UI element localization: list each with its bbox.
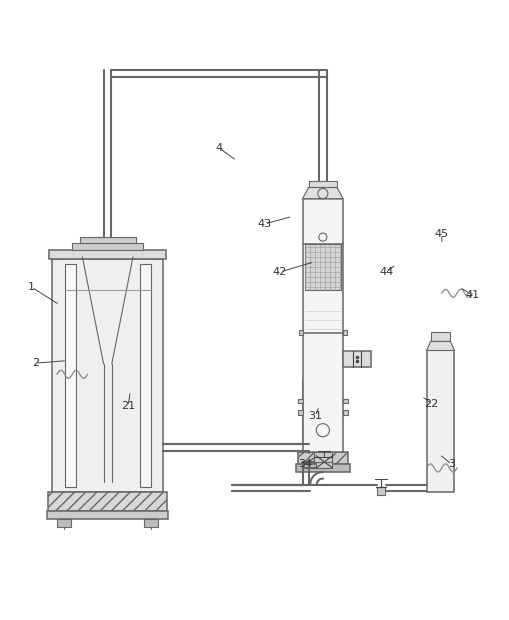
Bar	[377, 487, 385, 495]
Bar	[72, 243, 143, 250]
Polygon shape	[302, 187, 343, 198]
Text: 44: 44	[379, 267, 393, 277]
Bar	[343, 330, 347, 335]
Bar	[48, 492, 167, 512]
Text: 41: 41	[465, 290, 479, 300]
Text: 31: 31	[308, 411, 322, 422]
Text: 43: 43	[258, 219, 272, 229]
Bar	[47, 512, 168, 519]
Bar	[304, 244, 341, 290]
Bar	[57, 518, 71, 526]
Bar	[343, 410, 348, 415]
Text: 34: 34	[298, 459, 312, 469]
Bar	[316, 456, 332, 468]
Text: 3: 3	[448, 459, 456, 469]
Polygon shape	[427, 342, 455, 350]
Text: 22: 22	[425, 399, 439, 409]
Text: 1: 1	[29, 282, 35, 292]
Bar	[427, 350, 455, 492]
Bar	[299, 330, 302, 335]
Bar	[80, 237, 135, 243]
Text: 4: 4	[215, 143, 222, 153]
Bar	[298, 452, 348, 464]
Bar	[298, 399, 302, 403]
Bar	[314, 452, 332, 462]
Text: 45: 45	[435, 229, 449, 239]
Bar	[139, 265, 151, 487]
Bar	[343, 399, 348, 403]
Bar	[65, 265, 76, 487]
Bar	[302, 198, 343, 452]
Bar	[298, 410, 302, 415]
Bar	[49, 250, 166, 259]
Bar	[343, 352, 371, 368]
Text: 2: 2	[32, 358, 39, 368]
Bar	[308, 182, 337, 187]
Text: 42: 42	[273, 267, 287, 277]
Bar	[144, 518, 158, 526]
Text: 21: 21	[121, 401, 135, 411]
Bar	[431, 332, 450, 342]
Bar	[296, 464, 350, 472]
Bar	[52, 259, 163, 492]
